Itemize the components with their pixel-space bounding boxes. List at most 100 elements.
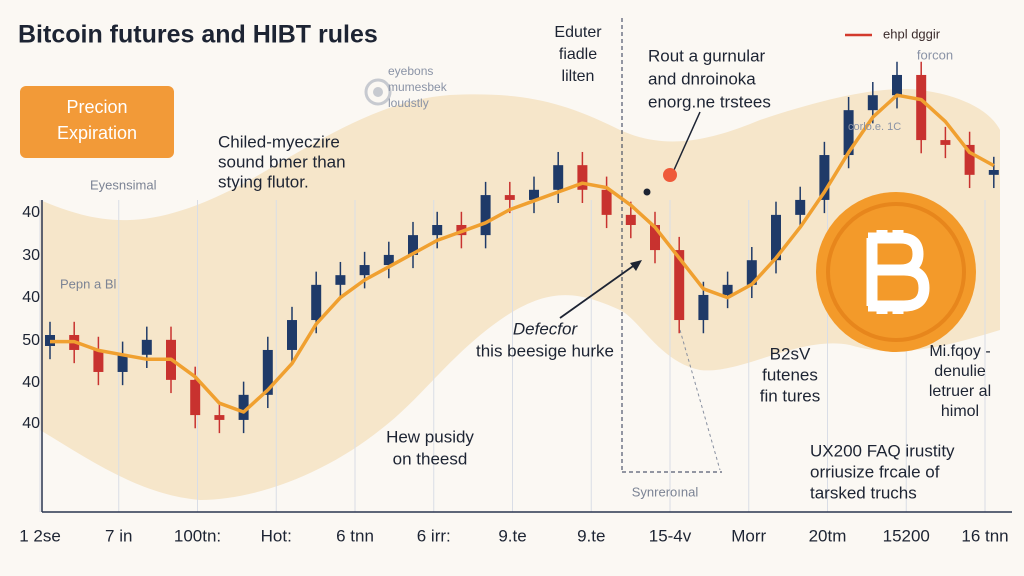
candle-body xyxy=(601,189,612,215)
annotation: denulie xyxy=(934,363,986,380)
candle-body xyxy=(988,170,999,175)
annotation: corlo.e. 1C xyxy=(848,121,901,133)
annotation: Hew pusidy xyxy=(386,427,474,446)
grid xyxy=(39,200,986,512)
annotation: Rout a gurnular xyxy=(648,46,766,65)
dot xyxy=(643,188,651,196)
annotation: enorg.ne trstees xyxy=(648,92,771,111)
candle-body xyxy=(93,349,104,372)
y-tick-label: 50 xyxy=(22,332,40,349)
annotation: fin tures xyxy=(760,386,820,405)
annotation: Chiled-myeczire xyxy=(218,132,340,151)
x-tick-label: 6 irr: xyxy=(417,526,451,545)
candle-body xyxy=(383,254,394,266)
annotation: ehpl dggir xyxy=(883,26,941,41)
candle-body xyxy=(311,284,322,321)
x-tick-label: 15-4v xyxy=(649,526,692,545)
candle-body xyxy=(359,265,370,276)
annotation: forcon xyxy=(917,47,953,62)
chart-title: Bitcoin futures and HIBT rules xyxy=(18,21,378,49)
candle-body xyxy=(916,74,927,141)
annotation: futenes xyxy=(762,365,818,384)
y-tick-label: 30 xyxy=(22,247,40,264)
x-tick-label: Morr xyxy=(731,526,766,545)
candle-body xyxy=(553,165,564,190)
annotation: on theesd xyxy=(393,449,468,468)
x-tick-label: 6 tnn xyxy=(336,526,374,545)
candle-body xyxy=(795,199,806,215)
badge xyxy=(20,86,174,158)
annotation: letruer al xyxy=(929,383,991,400)
x-tick-label: 15200 xyxy=(883,526,930,545)
range-band xyxy=(40,89,1000,501)
annotation: sound bmer than xyxy=(218,152,346,171)
x-tick-label: 9.te xyxy=(498,526,526,545)
x-tick-label: Hot: xyxy=(261,526,292,545)
candle-body xyxy=(650,225,660,251)
annotation: Eyesnsimal xyxy=(90,177,157,192)
candle-body xyxy=(141,339,152,355)
candle-body xyxy=(698,294,709,321)
candles xyxy=(45,61,999,434)
arrow xyxy=(559,263,637,319)
x-tick-label: 100tn: xyxy=(174,526,221,545)
arrow-head xyxy=(630,260,642,271)
candle-body xyxy=(964,144,975,175)
annotation: fiadle xyxy=(559,46,597,63)
annotation: mumesbek xyxy=(388,80,448,94)
annotation: eyebons xyxy=(388,64,433,78)
candle-body xyxy=(940,140,951,145)
annotation: orriusize frcale of xyxy=(810,462,940,481)
candle-body xyxy=(577,165,588,190)
candle-body xyxy=(238,394,249,420)
bitcoin-logo xyxy=(816,192,976,352)
candle-body xyxy=(287,320,297,350)
candle-body xyxy=(625,214,636,225)
annotation: loudstly xyxy=(388,96,429,110)
annotation: Pepn a Bl xyxy=(60,276,116,291)
candle-body xyxy=(674,250,685,321)
y-tick-label: 40 xyxy=(22,289,40,306)
candle-body xyxy=(504,195,515,200)
badge-text: Expiration xyxy=(57,123,137,143)
candle-body xyxy=(722,284,733,295)
candle-body xyxy=(117,354,128,372)
annotation: B2sV xyxy=(770,344,811,363)
annotation: UX200 FAQ irustity xyxy=(810,441,955,460)
candle-body xyxy=(746,260,757,285)
candle-body xyxy=(819,155,830,200)
highlight-dot xyxy=(663,168,677,182)
annotation: Defecfor xyxy=(513,319,579,338)
candle-body xyxy=(867,95,878,111)
x-tick-label: 1 2se xyxy=(19,526,61,545)
pointer-line xyxy=(679,329,721,471)
annotation: and dnroinoka xyxy=(648,69,756,88)
annotation: stying flutor. xyxy=(218,172,309,191)
x-tick-label: 16 tnn xyxy=(961,526,1008,545)
annotation: Mi.fqoy - xyxy=(929,343,990,360)
annotation: himol xyxy=(941,403,979,420)
arrow xyxy=(673,111,701,171)
x-tick-label: 20tm xyxy=(809,526,847,545)
candle-body xyxy=(190,379,201,416)
y-tick-label: 40 xyxy=(22,374,40,391)
average-line xyxy=(50,93,995,414)
y-tick-label: 40 xyxy=(22,204,40,221)
candle-body xyxy=(432,225,443,236)
candle-body xyxy=(843,110,854,156)
candle-body xyxy=(771,214,781,261)
x-tick-label: 9.te xyxy=(577,526,605,545)
badge-text: Precion xyxy=(66,97,127,117)
annotation: Synreroınal xyxy=(632,484,699,499)
candle-body xyxy=(335,275,346,285)
annotation: lilten xyxy=(562,68,595,85)
annotation: tarsked truchs xyxy=(810,483,917,502)
candle-body xyxy=(214,415,225,420)
candle-body xyxy=(529,189,539,200)
candle-body xyxy=(408,235,418,255)
candle-body xyxy=(262,349,273,395)
x-tick-label: 7 in xyxy=(105,526,132,545)
y-tick-label: 40 xyxy=(22,415,40,432)
annotation: this beesige hurke xyxy=(476,341,614,360)
